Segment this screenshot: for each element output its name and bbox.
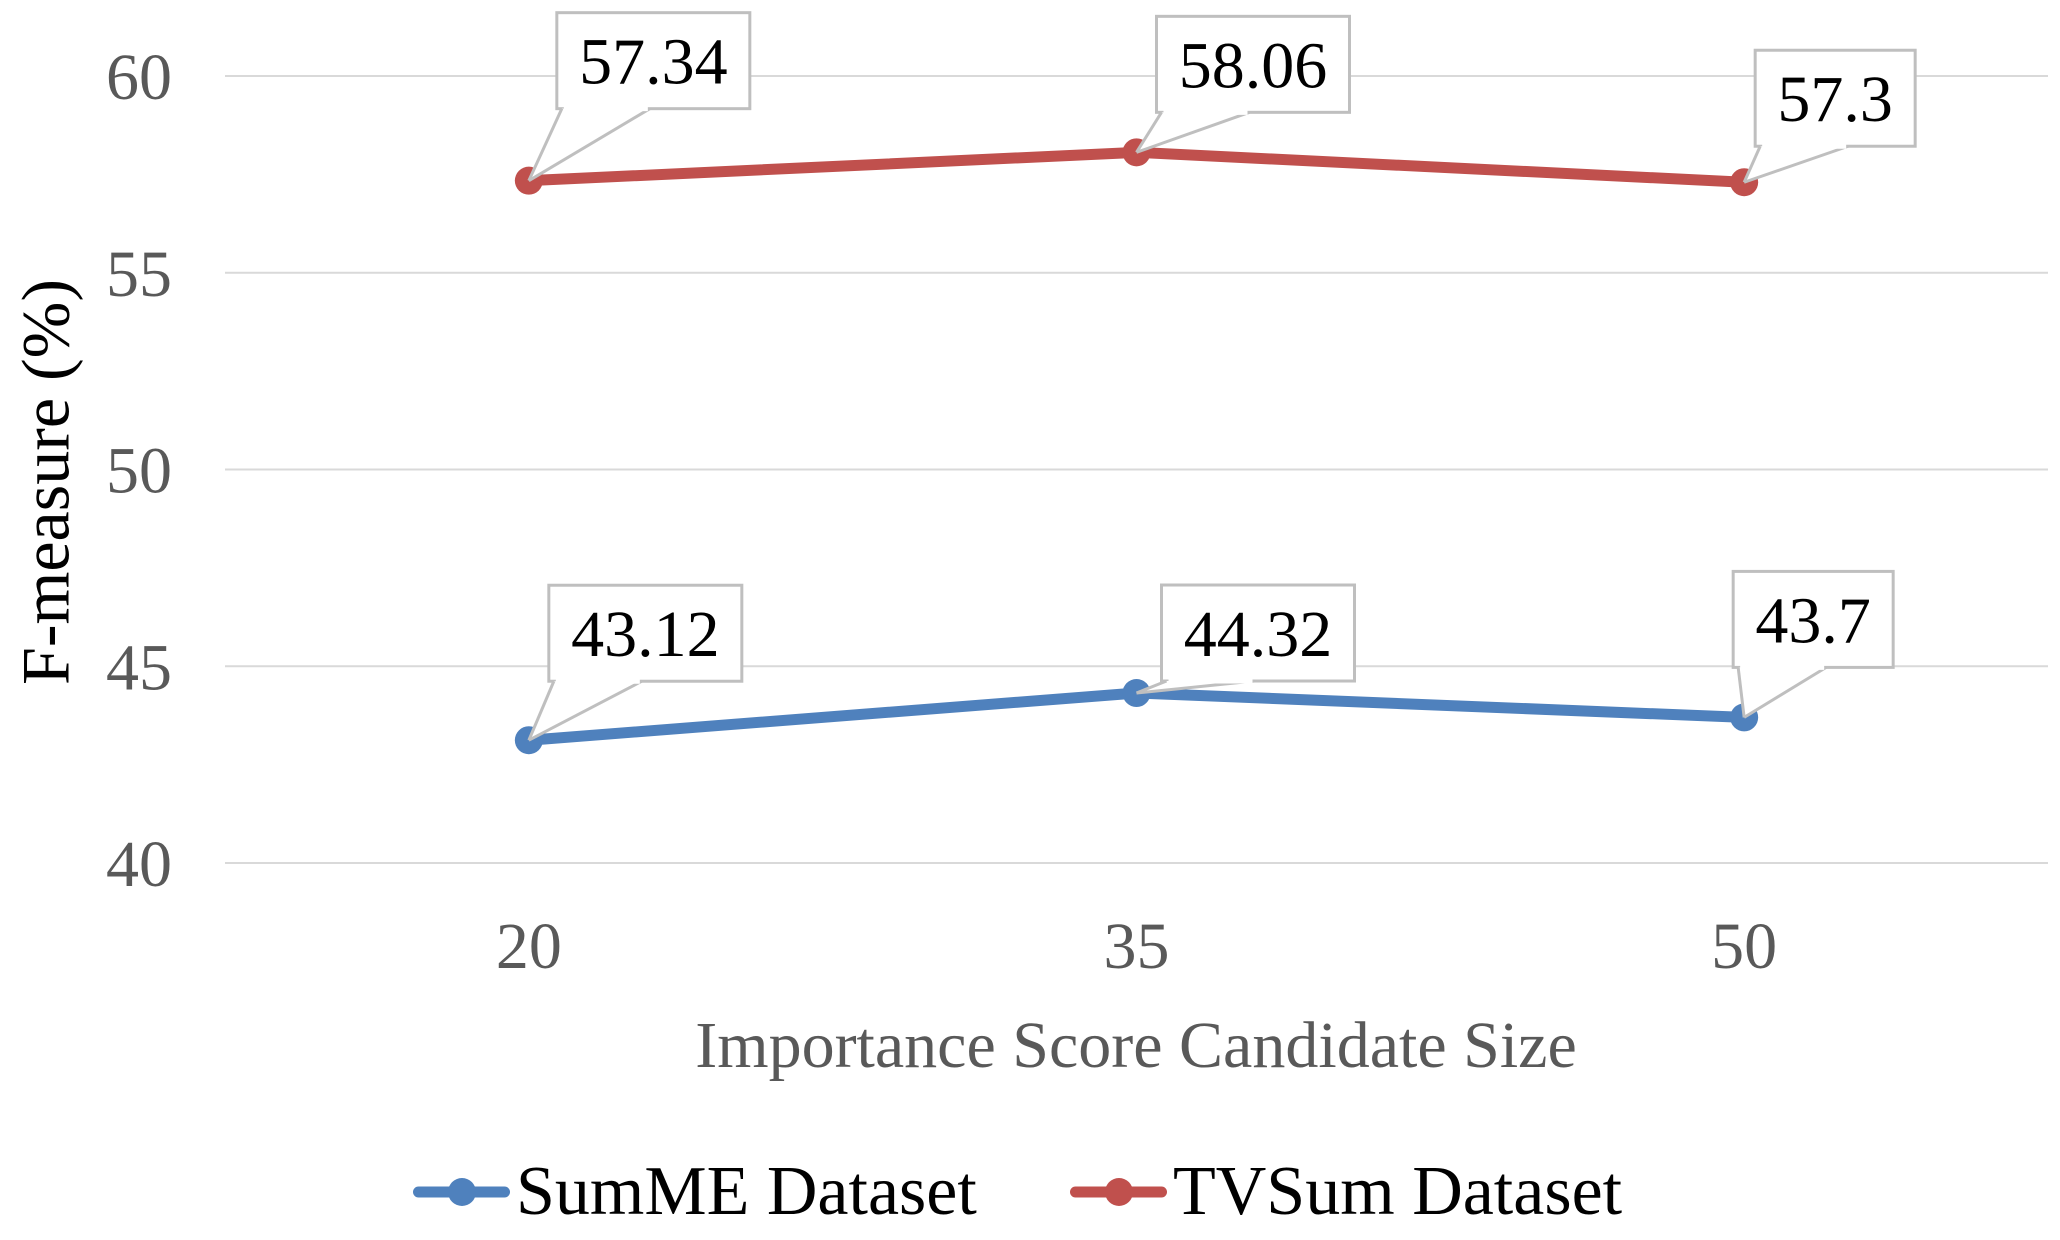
- callout-leader-line: [528, 679, 643, 742]
- data-callout-box: [1155, 14, 1351, 114]
- callout-leader-line: [1742, 145, 1762, 183]
- callout-leader-line: [1743, 666, 1827, 719]
- summe-line-marker-icon: [413, 1158, 510, 1226]
- callout-leader-line: [1743, 144, 1849, 184]
- callout-value: 43.12: [571, 598, 720, 671]
- callout-leader-line: [1135, 110, 1251, 154]
- data-callout-box: [1160, 583, 1356, 683]
- tvsum-line-marker-icon: [1070, 1158, 1167, 1226]
- x-axis-title: Importance Score Candidate Size: [695, 1009, 1577, 1082]
- x-tick-label: 35: [1104, 910, 1170, 983]
- legend-label-tvsum: TVSum Dataset: [1173, 1153, 1623, 1230]
- x-tick-label: 50: [1711, 910, 1777, 983]
- data-callout-box: [555, 11, 752, 111]
- legend-dot-swatch: [447, 1178, 476, 1206]
- callout-leader-line: [527, 680, 556, 741]
- x-tick-label: 20: [496, 910, 562, 983]
- data-callout-box: [1731, 569, 1895, 669]
- callout-leader-line: [527, 108, 564, 182]
- legend-dot-swatch: [1104, 1178, 1133, 1206]
- callout-value: 57.34: [579, 26, 728, 99]
- legend-item-summe: SumME Dataset: [413, 1153, 977, 1230]
- callout-value: 44.32: [1184, 598, 1333, 671]
- legend-item-tvsum: TVSum Dataset: [1070, 1153, 1622, 1230]
- y-tick-label: 60: [106, 41, 172, 114]
- y-tick-label: 50: [106, 435, 172, 508]
- callout-value: 57.3: [1777, 63, 1893, 136]
- callout-value: 43.7: [1755, 584, 1871, 657]
- callout-leader-line: [1135, 111, 1163, 154]
- y-tick-label: 55: [106, 238, 172, 311]
- callout-value: 58.06: [1179, 29, 1328, 102]
- y-tick-label: 40: [106, 828, 172, 901]
- legend-label-summe: SumME Dataset: [516, 1153, 977, 1230]
- y-axis-title: F-measure (%): [7, 279, 84, 685]
- y-tick-label: 45: [106, 631, 172, 704]
- callout-leader-line: [528, 107, 651, 182]
- callout-leader-line: [1736, 667, 1746, 718]
- data-callout-box: [547, 583, 744, 683]
